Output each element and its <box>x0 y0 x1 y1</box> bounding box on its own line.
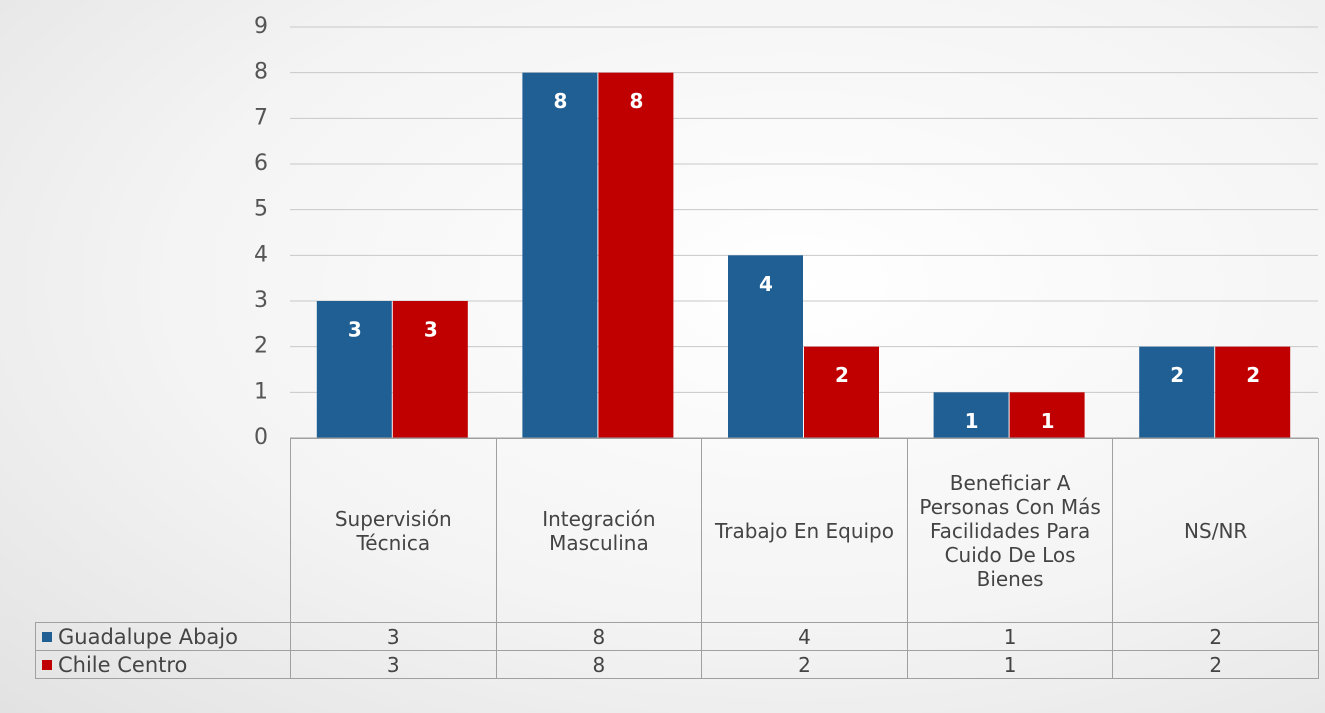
legend-swatch <box>42 659 52 670</box>
bar <box>392 301 468 438</box>
y-tick-label: 5 <box>254 197 268 222</box>
legend-cell: Chile Centro <box>35 650 291 679</box>
bar <box>522 72 598 439</box>
bar <box>804 346 879 438</box>
category-cell: Beneficiar A Personas Con Más Facilidade… <box>906 438 1114 623</box>
bar <box>1215 346 1291 438</box>
table-value: 2 <box>1112 650 1319 679</box>
data-label: 1 <box>965 409 979 433</box>
bar <box>598 72 674 439</box>
data-label: 2 <box>1246 363 1260 387</box>
legend-label: Chile Centro <box>58 652 188 677</box>
category-cell: NS/NR <box>1112 438 1319 623</box>
table-value: 1 <box>906 622 1114 651</box>
y-tick-label: 8 <box>254 60 268 85</box>
table-value: 1 <box>906 650 1114 679</box>
legend-cell: Guadalupe Abajo <box>35 622 291 651</box>
table-value: 2 <box>1112 622 1319 651</box>
bar <box>1009 392 1085 438</box>
legend-swatch <box>42 631 52 642</box>
bar <box>933 392 1009 438</box>
legend-label: Guadalupe Abajo <box>58 624 238 649</box>
table-value: 4 <box>701 622 908 651</box>
bar <box>1139 346 1215 438</box>
table-value: 3 <box>290 622 497 651</box>
y-tick-label: 9 <box>254 14 268 39</box>
data-label: 2 <box>835 363 849 387</box>
table-value: 2 <box>701 650 908 679</box>
y-tick-label: 6 <box>254 151 268 176</box>
data-label: 2 <box>1170 363 1184 387</box>
category-cell: Trabajo En Equipo <box>701 438 908 623</box>
bar <box>728 255 803 438</box>
data-label: 3 <box>424 318 438 342</box>
y-tick-label: 4 <box>254 242 268 267</box>
table-value: 8 <box>495 622 703 651</box>
category-cell: Integración Masculina <box>495 438 703 623</box>
y-tick-label: 2 <box>254 334 268 359</box>
data-label: 3 <box>348 318 362 342</box>
y-tick-label: 0 <box>254 425 268 450</box>
data-label: 4 <box>759 272 773 296</box>
bar <box>316 301 392 438</box>
y-tick-label: 1 <box>254 379 268 404</box>
data-label: 1 <box>1041 409 1055 433</box>
table-value: 3 <box>290 650 497 679</box>
table-value: 8 <box>495 650 703 679</box>
data-label: 8 <box>629 89 643 113</box>
category-cell: Supervisión Técnica <box>290 438 497 623</box>
data-label: 8 <box>553 89 567 113</box>
y-tick-label: 3 <box>254 288 268 313</box>
y-tick-label: 7 <box>254 105 268 130</box>
